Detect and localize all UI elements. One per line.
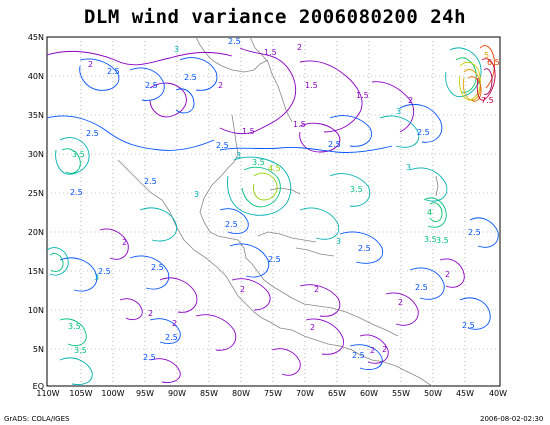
contour-label: 2.5 xyxy=(143,353,156,362)
map-title: DLM wind variance 2006080200 24h xyxy=(83,6,467,28)
lon-label: 95W xyxy=(136,389,154,398)
contour-label: 1.5 xyxy=(356,91,369,100)
contour-label: 2 xyxy=(314,285,319,294)
contour-label: 3 xyxy=(194,190,199,199)
lon-label: 110W xyxy=(36,389,59,398)
lon-label: 45W xyxy=(456,389,474,398)
contour-label: 2 xyxy=(122,238,127,247)
lon-label: 70W xyxy=(296,389,314,398)
contour-label: 3 xyxy=(336,237,341,246)
contour-label: 3.5 xyxy=(350,185,363,194)
contour-label: 3 xyxy=(236,151,241,160)
contour-label: 3.5 xyxy=(424,235,437,244)
lon-label: 50W xyxy=(424,389,442,398)
contour-label: 2.5 xyxy=(228,37,241,46)
contour-label: 5 xyxy=(484,51,489,60)
lat-label: 35N xyxy=(28,111,44,120)
contour-label: 2.5 xyxy=(415,283,428,292)
lon-label: 85W xyxy=(200,389,218,398)
lon-label: 75W xyxy=(264,389,282,398)
lon-label: 65W xyxy=(328,389,346,398)
contour-label: 2 xyxy=(148,309,153,318)
contour-label: 1.5 xyxy=(293,120,306,129)
coastlines xyxy=(117,36,439,387)
contour-label: 2 xyxy=(382,345,387,354)
contour-label: 2 xyxy=(218,81,223,90)
lon-label: 105W xyxy=(69,389,92,398)
contour-label: 2.5 xyxy=(144,177,157,186)
contour-label: 2.5 xyxy=(98,267,111,276)
contour-label: 4.5 xyxy=(268,164,281,173)
longitude-labels: 110W 105W 100W 95W 90W 85W 80W 75W 70W 6… xyxy=(36,389,507,398)
lon-label: 100W xyxy=(101,389,124,398)
contour-label: 2 xyxy=(445,270,450,279)
lon-label: 60W xyxy=(360,389,378,398)
contour-label: 2 xyxy=(370,346,375,355)
contour-label: 2.5 xyxy=(86,129,99,138)
contour-label: 2.5 xyxy=(417,128,430,137)
contour-label: 2.5 xyxy=(216,141,229,150)
contour-label: 2 xyxy=(88,60,93,69)
contour-label: 4 xyxy=(427,208,432,217)
contour-label: 3.5 xyxy=(68,322,81,331)
lat-label: 20N xyxy=(28,228,44,237)
contour-label: 2.5 xyxy=(165,333,178,342)
lon-label: 90W xyxy=(168,389,186,398)
contour-label: 2.5 xyxy=(268,255,281,264)
contour-label: 3.5 xyxy=(74,346,87,355)
contour-label: 2 xyxy=(408,96,413,105)
contour-label: 2 xyxy=(297,43,302,52)
lat-label: EQ xyxy=(33,382,44,391)
lat-label: 25N xyxy=(28,189,44,198)
contour-label: 2 xyxy=(398,298,403,307)
lat-label: 15N xyxy=(28,267,44,276)
contour-label: 3 xyxy=(174,45,179,54)
contour-label: 3.5 xyxy=(252,158,265,167)
lat-label: 5N xyxy=(33,345,44,354)
contour-label: 2 xyxy=(310,323,315,332)
lat-label: 10N xyxy=(28,306,44,315)
contour-label: 2.5 xyxy=(225,220,238,229)
contour-label: 2.5 xyxy=(352,351,365,360)
contour-label: 1.5 xyxy=(264,48,277,57)
contour-label: 2 xyxy=(240,285,245,294)
contour-label: 3.5 xyxy=(436,236,449,245)
lon-label: 40W xyxy=(489,389,507,398)
contour-label: 1.5 xyxy=(242,127,255,136)
contour-label: 3.5 xyxy=(72,150,85,159)
contour-label: 6.5 xyxy=(487,58,500,67)
contour-label: 1.5 xyxy=(305,81,318,90)
contour-label: 2.5 xyxy=(184,73,197,82)
lat-label: 40N xyxy=(28,72,44,81)
lat-label: 30N xyxy=(28,150,44,159)
contour-label: 7.5 xyxy=(481,96,494,105)
contour-labels: 3 2.5 1.5 2 2.5 2 2.5 2.5 1.5 2 1.5 1.5 … xyxy=(68,37,500,362)
contour-label: 3 xyxy=(406,163,411,172)
contour-label: 2.5 xyxy=(145,81,158,90)
lon-label: 80W xyxy=(232,389,250,398)
contour-label: 2.5 xyxy=(151,263,164,272)
contour-label: 2.5 xyxy=(358,244,371,253)
contour-label: 2.5 xyxy=(70,188,83,197)
contour-label: 2.5 xyxy=(107,67,120,76)
contour-label: 2 xyxy=(172,319,177,328)
contour-label: 3 xyxy=(94,273,99,282)
contour-label: 3 xyxy=(396,107,401,116)
contour-label: 2.5 xyxy=(462,321,475,330)
footer-timestamp: 2006-08-02-02:30 xyxy=(480,415,544,423)
latitude-labels: 45N 40N 35N 30N 25N 20N 15N 10N 5N EQ xyxy=(28,33,44,391)
contour-label: 2.5 xyxy=(328,140,341,149)
lat-label: 45N xyxy=(28,33,44,42)
contour-lines xyxy=(46,45,499,385)
contour-label: 2.5 xyxy=(468,228,481,237)
lon-label: 55W xyxy=(392,389,410,398)
footer-credit: GrADS: COLA/IGES xyxy=(4,415,70,423)
plot-frame xyxy=(46,36,501,387)
